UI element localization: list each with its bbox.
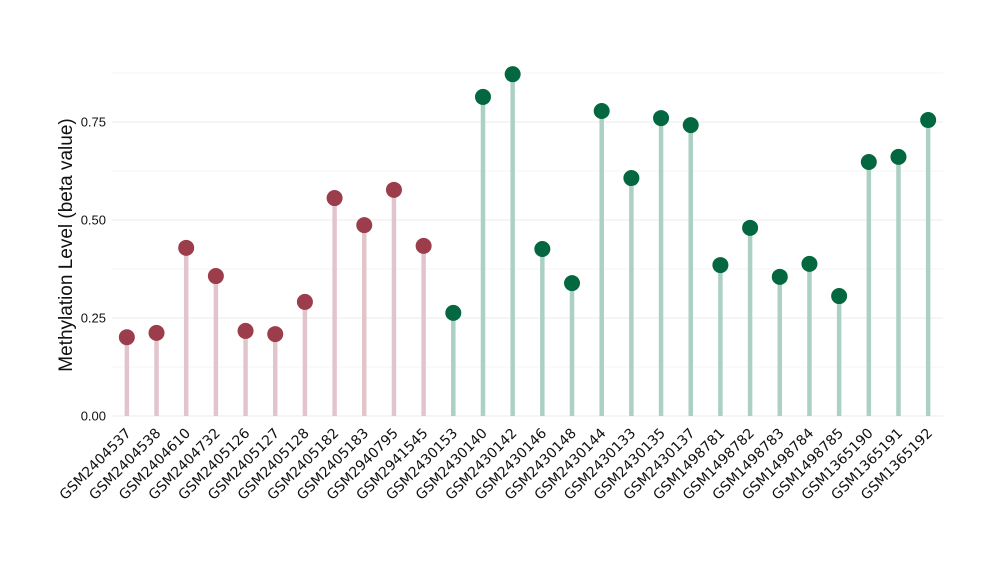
- lollipop-point: [771, 268, 788, 285]
- y-tick-label: 0.50: [81, 213, 106, 228]
- lollipop-point: [296, 293, 313, 310]
- lollipop-point: [178, 239, 195, 256]
- lollipop-point: [682, 117, 699, 134]
- lollipop-point: [653, 110, 670, 127]
- lollipop-point: [801, 255, 818, 272]
- y-tick-label: 0.00: [81, 409, 106, 424]
- lollipop-point: [415, 237, 432, 254]
- lollipop-point: [831, 288, 848, 305]
- lollipop-point: [564, 275, 581, 292]
- lollipop-point: [860, 153, 877, 170]
- y-tick-label: 0.25: [81, 311, 106, 326]
- lollipop-point: [326, 190, 343, 207]
- lollipop-point: [445, 304, 462, 321]
- lollipop-point: [148, 324, 165, 341]
- lollipop-point: [237, 322, 254, 339]
- lollipop-point: [385, 181, 402, 198]
- lollipop-point: [712, 257, 729, 274]
- lollipop-point: [593, 103, 610, 120]
- lollipop-point: [534, 241, 551, 258]
- lollipop-point: [920, 112, 937, 129]
- lollipop-point: [742, 219, 759, 236]
- lollipop-point: [474, 88, 491, 105]
- y-tick-label: 0.75: [81, 115, 106, 130]
- lollipop-point: [890, 148, 907, 165]
- lollipop-point: [118, 329, 135, 346]
- lollipop-point: [504, 66, 521, 83]
- lollipop-point: [207, 268, 224, 285]
- lollipop-point: [623, 170, 640, 187]
- lollipop-point: [356, 217, 373, 234]
- lollipop-point: [267, 326, 284, 343]
- y-axis-label: Methylation Level (beta value): [56, 118, 77, 371]
